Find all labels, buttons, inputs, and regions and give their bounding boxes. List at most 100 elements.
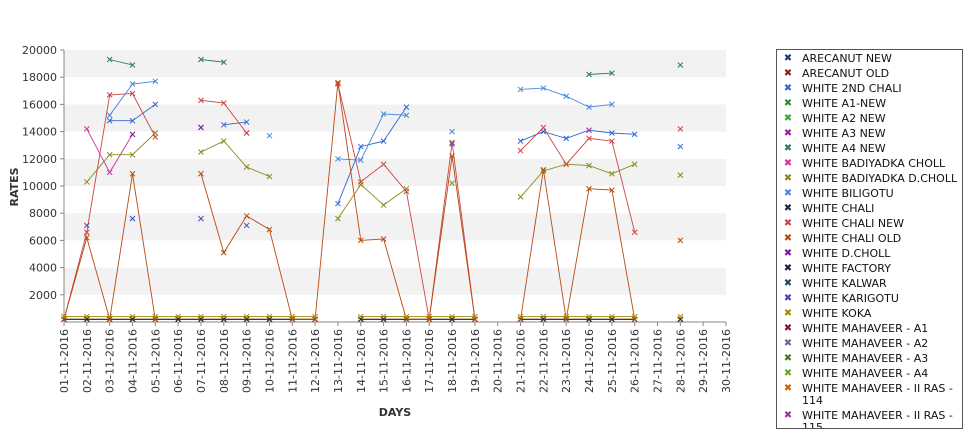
data-point [677,126,684,132]
x-tick-label: 11-11-2016 [286,329,299,393]
legend-label: WHITE MAHAVEER - A2 [802,337,929,350]
data-point [152,101,159,108]
y-tick-label: 6000 [29,234,57,247]
legend-marker-icon: ✖ [783,218,793,229]
data-point [243,213,250,219]
legend-label: WHITE CHALI NEW [802,217,904,230]
legend-marker-icon: ✖ [783,293,793,304]
legend-marker-icon: ✖ [783,173,793,184]
data-point [335,215,341,222]
legend-item: ✖ WHITE MAHAVEER - II RAS - 114 [777,383,962,407]
y-tick-label: 14000 [22,126,57,139]
data-point [335,79,341,86]
data-point [198,170,204,177]
data-point [243,222,250,229]
data-point [266,132,273,139]
series-line [200,59,224,63]
data-point [677,313,684,320]
data-point [586,104,592,110]
data-point [449,313,455,320]
legend-label: WHITE D.CHOLL [802,247,891,260]
data-point [106,169,113,176]
grid-bands [64,50,726,322]
data-point [472,313,478,320]
x-tick-label: 17-11-2016 [423,329,436,393]
data-point [609,313,615,320]
legend-marker-icon: ✖ [783,410,793,421]
legend-marker-icon: ✖ [783,68,793,79]
data-point [517,138,524,144]
data-point [540,128,547,135]
data-point [517,194,524,200]
x-tick-label: 22-11-2016 [537,329,550,393]
series-line [86,132,156,183]
legend-marker-icon: ✖ [783,143,793,154]
data-point [220,313,227,320]
data-point [380,313,387,320]
data-point [152,78,159,85]
x-tick-label: 07-11-2016 [195,329,208,393]
data-point [609,70,615,76]
data-point [198,56,204,63]
legend-label: WHITE MAHAVEER - A4 [802,367,929,380]
data-point [152,130,159,136]
x-tick-label: 06-11-2016 [172,329,185,393]
data-point [586,127,592,134]
data-point [586,185,592,192]
x-tick-label: 16-11-2016 [400,329,413,393]
legend-item: ✖ WHITE MAHAVEER - A3 [777,353,962,365]
legend-item: ✖ WHITE MAHAVEER - A1 [777,323,962,335]
legend-marker-icon: ✖ [783,128,793,139]
data-point [380,161,387,168]
data-point [129,313,136,320]
data-point [357,143,364,150]
legend-label: WHITE CHALI OLD [802,232,902,245]
legend-item: ✖ WHITE A2 NEW [777,113,962,125]
series-line [200,140,270,177]
legend-marker-icon: ✖ [783,338,793,349]
y-tick-label: 18000 [22,71,57,84]
data-point [380,111,387,117]
data-point [106,112,113,119]
data-point [83,234,90,241]
grid-band [64,77,726,105]
x-tick-label: 13-11-2016 [332,329,345,393]
data-point [357,237,364,244]
data-point [175,313,181,320]
x-tick-label: 23-11-2016 [560,329,573,393]
data-point [380,138,387,144]
legend-label: WHITE MAHAVEER - II RAS - 114 [802,382,953,407]
data-point [243,313,250,320]
data-point [540,166,547,173]
data-point [129,117,136,124]
legend-marker-icon: ✖ [783,83,793,94]
data-point [609,170,615,177]
legend-marker-icon: ✖ [783,353,793,364]
legend-item: ✖ WHITE A1-NEW [777,98,962,110]
data-point [106,313,113,320]
data-point [83,229,90,236]
x-tick-label: 14-11-2016 [355,329,368,393]
data-point [449,180,455,187]
legend-label: WHITE MAHAVEER - A1 [802,322,929,335]
legend-item: ✖ WHITE MAHAVEER - II RAS - 115 [777,410,962,429]
data-point [243,164,250,170]
data-point [198,124,204,131]
legend-marker-icon: ✖ [783,233,793,244]
data-point [609,138,615,144]
x-tick-label: 05-11-2016 [149,329,162,393]
data-point [335,81,341,87]
legend-label: WHITE BADIYADKA D.CHOLL [802,172,958,185]
y-tick-label: 2000 [29,289,57,302]
data-point [129,131,136,138]
data-point [106,151,113,158]
data-point [631,229,638,236]
legend-label: WHITE KARIGOTU [802,292,899,305]
data-point [677,237,684,244]
legend-label: ARECANUT NEW [802,52,892,65]
grid-band [64,50,726,78]
x-tick-label: 10-11-2016 [263,329,276,393]
series-line [588,72,612,75]
data-point [198,149,204,155]
legend-item: ✖ WHITE BADIYADKA CHOLL [777,158,962,170]
